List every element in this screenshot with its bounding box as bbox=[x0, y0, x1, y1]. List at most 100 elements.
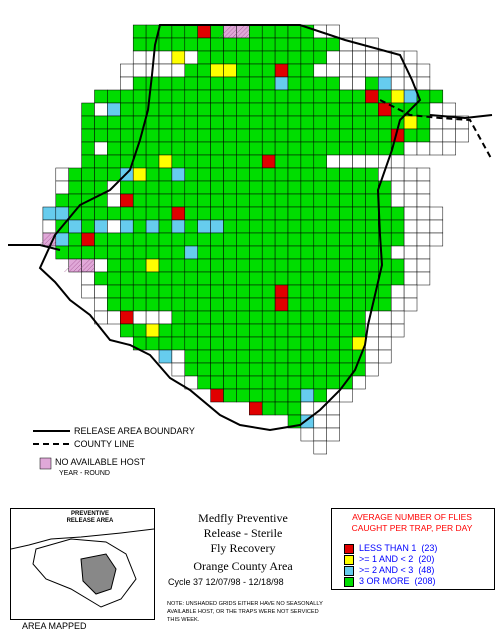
grid-cell bbox=[313, 310, 327, 325]
grid-cell bbox=[158, 115, 173, 130]
grid-cell bbox=[261, 271, 276, 286]
grid-cell bbox=[145, 310, 160, 325]
grid-cell bbox=[236, 141, 250, 156]
grid-cell bbox=[287, 63, 302, 78]
grid-cell bbox=[171, 115, 186, 130]
no-host-hatch bbox=[68, 258, 82, 273]
grid-cell bbox=[287, 219, 302, 234]
grid-cell bbox=[158, 154, 173, 169]
grid-cell bbox=[236, 297, 250, 312]
grid-cell bbox=[210, 128, 224, 143]
grid-cell bbox=[326, 349, 340, 364]
grid-cell bbox=[326, 297, 340, 312]
grid-cell bbox=[236, 271, 250, 286]
grid-cell bbox=[365, 336, 379, 351]
grid-cell bbox=[249, 180, 263, 195]
grid-cell bbox=[352, 219, 366, 234]
grid-cell bbox=[210, 349, 224, 364]
grid-cell bbox=[171, 362, 186, 377]
grid-cell bbox=[326, 115, 340, 130]
grid-cell bbox=[326, 284, 340, 299]
grid-cell bbox=[171, 128, 186, 143]
grid-cell bbox=[261, 388, 276, 403]
grid-cell bbox=[132, 232, 147, 247]
grid-cell bbox=[378, 141, 392, 156]
grid-cell bbox=[132, 50, 147, 65]
grid-cell bbox=[313, 388, 327, 403]
grid-cell bbox=[378, 76, 392, 91]
title-line-2: Release - Sterile bbox=[203, 526, 283, 540]
grid-cell bbox=[171, 24, 186, 39]
grid-cell bbox=[184, 24, 198, 39]
grid-cell bbox=[158, 141, 173, 156]
grid-cell bbox=[223, 63, 237, 78]
grid-cell bbox=[313, 375, 327, 390]
grid-cell bbox=[274, 336, 289, 351]
grid-cell bbox=[429, 206, 444, 221]
grid-cell bbox=[236, 115, 250, 130]
grid-cell bbox=[274, 219, 289, 234]
grid-cell bbox=[120, 180, 134, 195]
grid-cell bbox=[94, 206, 108, 221]
grid-cell bbox=[236, 388, 250, 403]
grid-cell bbox=[390, 180, 405, 195]
grid-cell bbox=[210, 310, 224, 325]
grid-cell bbox=[326, 232, 340, 247]
grid-cell bbox=[274, 401, 289, 416]
grid-cell bbox=[171, 310, 186, 325]
grid-cell bbox=[352, 323, 366, 338]
no-host-hatch bbox=[223, 24, 237, 39]
grid-cell bbox=[210, 362, 224, 377]
grid-cell bbox=[223, 37, 237, 52]
grid-cell bbox=[132, 76, 147, 91]
no-host-label-2: YEAR - ROUND bbox=[59, 470, 110, 477]
grid-cell bbox=[107, 232, 121, 247]
grid-cell bbox=[94, 167, 108, 182]
grid-cell bbox=[287, 297, 302, 312]
grid-cell bbox=[120, 115, 134, 130]
grid-cell bbox=[352, 258, 366, 273]
grid-cell bbox=[107, 128, 121, 143]
grid-cell bbox=[68, 245, 82, 260]
grid-cell bbox=[326, 89, 340, 104]
grid-cell bbox=[223, 89, 237, 104]
grid-cell bbox=[403, 193, 418, 208]
grid-cell bbox=[94, 154, 108, 169]
grid-cell bbox=[158, 180, 173, 195]
grid-cell bbox=[365, 245, 379, 260]
grid-cell bbox=[429, 141, 444, 156]
grid-cell bbox=[94, 284, 108, 299]
grid-cell bbox=[261, 206, 276, 221]
grid-cell bbox=[339, 310, 353, 325]
grid-cell bbox=[197, 271, 211, 286]
key-row-2-to-3: >= 2 AND < 3 (48) bbox=[344, 565, 434, 576]
no-host-hatch bbox=[64, 258, 78, 273]
grid-cell bbox=[120, 63, 134, 78]
grid-cell bbox=[261, 336, 276, 351]
grid-cell bbox=[274, 323, 289, 338]
grid-cell bbox=[261, 245, 276, 260]
grid-cell bbox=[171, 180, 186, 195]
grid-cell bbox=[390, 63, 405, 78]
grid-cell bbox=[236, 167, 250, 182]
grid-cell bbox=[326, 362, 340, 377]
grid-cell bbox=[132, 284, 147, 299]
grid-cell bbox=[158, 258, 173, 273]
no-host-hatch bbox=[236, 24, 250, 39]
grid-cell bbox=[287, 336, 302, 351]
grid-cell bbox=[236, 310, 250, 325]
grid-cell bbox=[274, 388, 289, 403]
grid-cell bbox=[223, 141, 237, 156]
grid-cell bbox=[236, 50, 250, 65]
grid-cell bbox=[81, 154, 95, 169]
grid-cell bbox=[55, 180, 69, 195]
grid-cell bbox=[210, 297, 224, 312]
grid-cell bbox=[249, 245, 263, 260]
grid-cell bbox=[132, 297, 147, 312]
grid-cell bbox=[403, 284, 418, 299]
grid-cell bbox=[184, 284, 198, 299]
grid-cell bbox=[236, 219, 250, 234]
grid-cell bbox=[171, 102, 186, 117]
grid-cell bbox=[352, 180, 366, 195]
grid-cell bbox=[339, 102, 353, 117]
